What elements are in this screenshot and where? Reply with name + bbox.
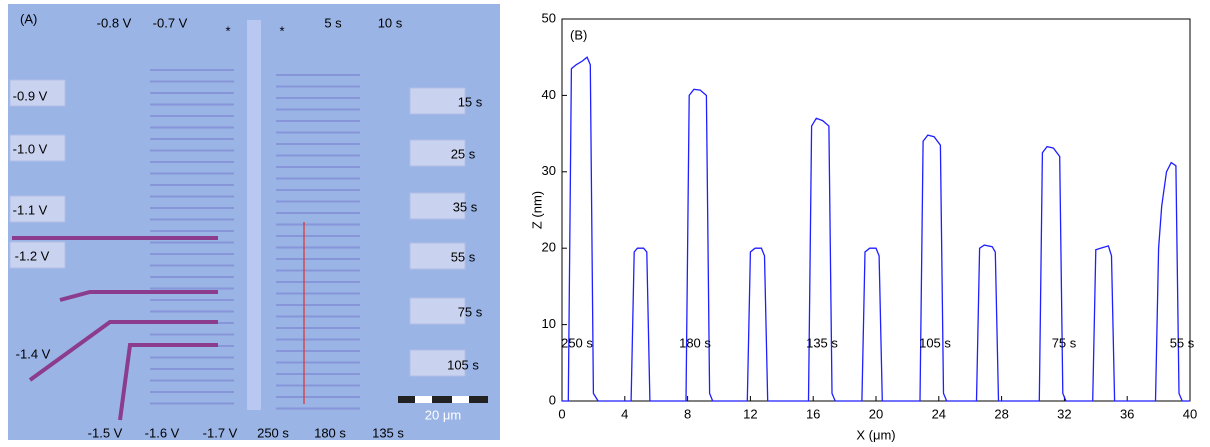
image-label: -1.2 V bbox=[15, 248, 50, 263]
electrodes bbox=[9, 20, 466, 421]
annotation: 75 s bbox=[1052, 335, 1077, 350]
annotation: 180 s bbox=[679, 335, 711, 350]
annotation: 250 s bbox=[561, 335, 593, 350]
x-tick-label: 28 bbox=[994, 406, 1008, 421]
scale-bar-seg bbox=[415, 396, 432, 403]
y-tick-label: 0 bbox=[549, 392, 556, 407]
profile-line bbox=[562, 56, 1190, 402]
image-label: 10 s bbox=[378, 15, 403, 30]
plot-frame bbox=[561, 18, 1191, 402]
scale-bar bbox=[398, 396, 488, 403]
image-label: 75 s bbox=[458, 304, 483, 319]
annotation: 105 s bbox=[919, 335, 951, 350]
panel-label: (A) bbox=[20, 11, 37, 26]
x-tick-label: 0 bbox=[558, 406, 565, 421]
image-label: -1.0 V bbox=[13, 141, 48, 156]
pad bbox=[9, 134, 66, 162]
annotation: 135 s bbox=[806, 335, 838, 350]
image-label: -1.4 V bbox=[16, 346, 51, 361]
image-label: * bbox=[279, 23, 284, 38]
x-tick-label: 32 bbox=[1057, 406, 1071, 421]
image-label: -1.1 V bbox=[13, 202, 48, 217]
image-label: -1.7 V bbox=[203, 425, 238, 440]
pad bbox=[409, 192, 466, 220]
y-axis-label: Z (nm) bbox=[529, 191, 544, 229]
x-tick-label: 36 bbox=[1120, 406, 1134, 421]
image-label: 35 s bbox=[453, 199, 478, 214]
y-tick-label: 10 bbox=[542, 316, 556, 331]
y-tick-label: 40 bbox=[542, 87, 556, 102]
image-label: 55 s bbox=[451, 249, 476, 264]
scale-bar-label: 20 μm bbox=[425, 407, 461, 422]
lead bbox=[12, 236, 218, 421]
pad bbox=[9, 241, 66, 269]
panel-label: (B) bbox=[570, 27, 587, 42]
y-tick-label: 20 bbox=[542, 240, 556, 255]
image-label: -0.7 V bbox=[153, 15, 188, 30]
x-tick-label: 40 bbox=[1183, 406, 1197, 421]
annotation: 55 s bbox=[1170, 335, 1195, 350]
image-label: -1.5 V bbox=[88, 425, 123, 440]
pad bbox=[9, 195, 66, 223]
pad bbox=[409, 87, 466, 115]
x-tick-label: 4 bbox=[621, 406, 628, 421]
image-label: 180 s bbox=[314, 425, 346, 440]
image-label: * bbox=[225, 23, 230, 38]
image-label: 250 s bbox=[257, 425, 289, 440]
pad bbox=[409, 297, 466, 325]
image-label: 15 s bbox=[458, 94, 483, 109]
x-tick-label: 8 bbox=[684, 406, 691, 421]
image-label: -1.6 V bbox=[145, 425, 180, 440]
pad bbox=[409, 139, 466, 167]
image-label: 5 s bbox=[324, 15, 342, 30]
image-label: 135 s bbox=[372, 425, 404, 440]
pad bbox=[409, 349, 466, 377]
x-tick-label: 16 bbox=[806, 406, 820, 421]
image-label: -0.9 V bbox=[13, 88, 48, 103]
x-tick-label: 24 bbox=[932, 406, 946, 421]
x-tick-label: 12 bbox=[743, 406, 757, 421]
image-label: 105 s bbox=[447, 357, 479, 372]
y-tick-label: 30 bbox=[542, 163, 556, 178]
image-label: -0.8 V bbox=[97, 15, 132, 30]
x-axis-label: X (μm) bbox=[856, 427, 895, 442]
pad bbox=[9, 79, 66, 107]
pad bbox=[409, 242, 466, 270]
x-tick-label: 20 bbox=[869, 406, 883, 421]
y-tick-label: 50 bbox=[542, 10, 556, 25]
image-label: 25 s bbox=[451, 146, 476, 161]
scale-bar-seg bbox=[452, 396, 469, 403]
